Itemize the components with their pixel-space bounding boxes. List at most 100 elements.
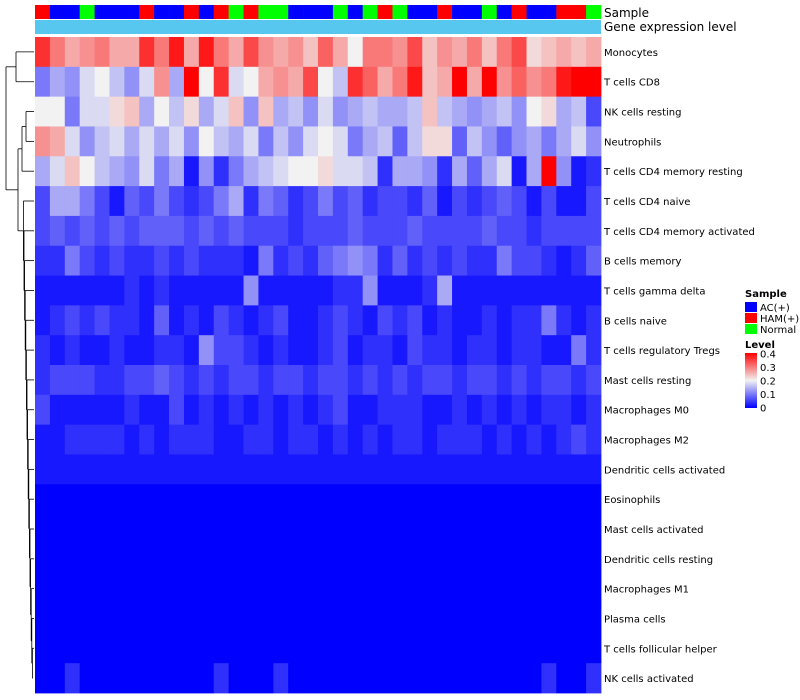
heatmap-cell bbox=[228, 66, 244, 98]
heatmap-cell bbox=[437, 335, 453, 366]
row-label: B cells naive bbox=[604, 316, 667, 327]
heatmap-cell bbox=[571, 335, 587, 366]
heatmap-cell bbox=[288, 573, 304, 604]
heatmap-cell bbox=[556, 37, 572, 68]
heatmap-cell bbox=[213, 603, 230, 634]
heatmap-cell bbox=[481, 514, 498, 545]
heatmap-cell bbox=[452, 335, 468, 366]
heatmap-cell bbox=[183, 514, 200, 545]
heatmap-cell bbox=[273, 633, 289, 664]
heatmap-cell bbox=[571, 96, 587, 127]
heatmap-cell bbox=[571, 275, 587, 306]
heatmap-cell bbox=[213, 156, 230, 187]
heatmap-cell bbox=[273, 663, 289, 694]
heatmap-cell bbox=[377, 454, 393, 485]
heatmap-cell bbox=[318, 215, 334, 247]
heatmap-cell bbox=[407, 305, 423, 336]
heatmap-cell bbox=[392, 305, 408, 336]
heatmap-cell bbox=[198, 335, 215, 366]
heatmap-cell bbox=[94, 663, 110, 694]
heatmap-cell bbox=[213, 573, 230, 604]
heatmap-cell bbox=[392, 484, 408, 515]
heatmap-cell bbox=[183, 394, 200, 426]
heatmap-cell bbox=[109, 543, 125, 575]
heatmap-cell bbox=[332, 454, 349, 485]
heatmap-cell bbox=[332, 663, 349, 694]
heatmap-cell bbox=[571, 633, 587, 664]
heatmap-cell bbox=[288, 305, 304, 336]
sample-annotation-cell bbox=[139, 5, 155, 19]
heatmap-cell bbox=[586, 424, 602, 455]
heatmap-cell bbox=[541, 424, 557, 455]
heatmap-cell bbox=[258, 424, 274, 455]
heatmap-cell bbox=[437, 215, 453, 247]
heatmap-cell bbox=[586, 215, 602, 247]
heatmap-cell bbox=[466, 543, 483, 575]
heatmap-cell bbox=[94, 335, 110, 366]
heatmap-cell bbox=[466, 603, 483, 634]
heatmap-cell bbox=[79, 275, 95, 306]
heatmap-cell bbox=[347, 275, 364, 306]
heatmap-cell bbox=[198, 275, 215, 306]
heatmap-cell bbox=[183, 275, 200, 306]
heatmap-cell bbox=[466, 126, 483, 157]
heatmap-cell bbox=[318, 514, 334, 545]
legend-sample-groups: AC(+)HAM(+)Normal bbox=[745, 302, 799, 336]
heatmap-cell bbox=[362, 66, 378, 98]
heatmap-cell bbox=[452, 305, 468, 336]
heatmap-cell bbox=[347, 186, 364, 217]
heatmap-cell bbox=[318, 365, 334, 396]
sample-annotation-cell bbox=[288, 5, 304, 19]
heatmap-cell bbox=[362, 365, 378, 396]
heatmap-cell bbox=[35, 96, 51, 127]
sample-annotation-cell bbox=[258, 5, 274, 19]
heatmap-cell bbox=[332, 305, 349, 336]
heatmap-cell bbox=[481, 305, 498, 336]
heatmap-cell bbox=[437, 573, 453, 604]
heatmap-cell bbox=[288, 275, 304, 306]
heatmap-cell bbox=[377, 633, 393, 664]
heatmap-cell bbox=[94, 96, 110, 127]
heatmap-cell bbox=[422, 37, 438, 68]
sample-annotation-cell bbox=[198, 5, 215, 19]
heatmap-cell bbox=[288, 215, 304, 247]
heatmap-cell bbox=[466, 663, 483, 694]
heatmap-cell bbox=[154, 394, 170, 426]
heatmap-cell bbox=[586, 603, 602, 634]
heatmap-cell bbox=[94, 66, 110, 98]
heatmap-cell bbox=[228, 245, 244, 276]
heatmap-cell bbox=[49, 663, 66, 694]
heatmap-cell bbox=[139, 335, 155, 366]
heatmap-cell bbox=[362, 424, 378, 455]
heatmap-cell bbox=[303, 394, 319, 426]
heatmap-cell bbox=[109, 633, 125, 664]
heatmap-cell bbox=[347, 394, 364, 426]
heatmap-cell bbox=[571, 454, 587, 485]
heatmap-cell bbox=[273, 335, 289, 366]
heatmap-cell bbox=[243, 573, 259, 604]
heatmap-cell bbox=[526, 454, 542, 485]
heatmap-cell bbox=[94, 543, 110, 575]
heatmap-cell bbox=[64, 305, 81, 336]
heatmap-cell bbox=[422, 245, 438, 276]
heatmap-cell bbox=[183, 424, 200, 455]
heatmap-cell bbox=[79, 156, 95, 187]
heatmap-cell bbox=[511, 514, 527, 545]
heatmap-cell bbox=[407, 126, 423, 157]
heatmap-cell bbox=[541, 543, 557, 575]
heatmap-cell bbox=[49, 573, 66, 604]
heatmap-cell bbox=[347, 365, 364, 396]
heatmap-cell bbox=[79, 454, 95, 485]
heatmap-cell bbox=[35, 514, 51, 545]
heatmap-cell bbox=[124, 365, 140, 396]
heatmap-cell bbox=[511, 156, 527, 187]
heatmap-cell bbox=[64, 543, 81, 575]
heatmap-cell bbox=[481, 484, 498, 515]
sample-annotation-cell bbox=[109, 5, 125, 19]
heatmap-cell bbox=[124, 394, 140, 426]
heatmap-cell bbox=[377, 394, 393, 426]
heatmap-cell bbox=[139, 365, 155, 396]
heatmap-cell bbox=[109, 514, 125, 545]
heatmap-cell bbox=[496, 603, 513, 634]
heatmap-cell bbox=[496, 96, 513, 127]
